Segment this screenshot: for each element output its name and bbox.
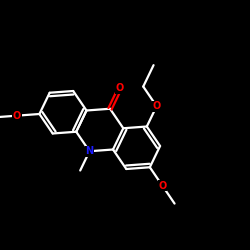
- Text: O: O: [13, 111, 21, 121]
- Text: N: N: [86, 146, 94, 156]
- Text: O: O: [116, 84, 124, 94]
- Text: O: O: [158, 181, 167, 191]
- Text: O: O: [152, 101, 161, 111]
